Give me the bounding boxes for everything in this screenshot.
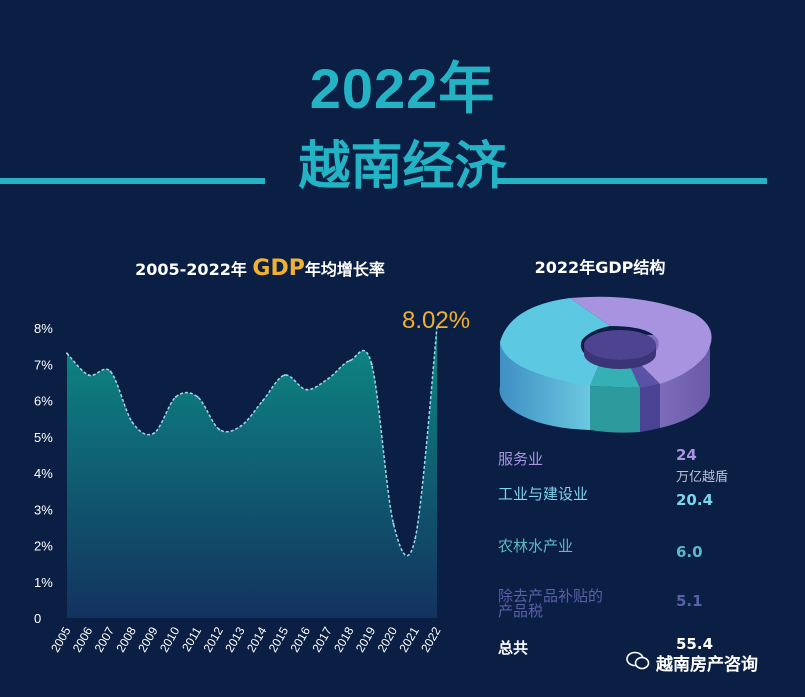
legend-value-agriculture: 6.0: [676, 543, 703, 561]
data-point-2010: [174, 395, 177, 398]
x-tick-label: 2005: [48, 624, 74, 654]
data-point-2015: [283, 374, 286, 377]
pie-slice-tax-side: [640, 384, 660, 432]
data-point-2018: [348, 359, 351, 362]
peak-annotation: 8.02%: [402, 307, 471, 334]
data-point-2012: [218, 428, 221, 431]
y-tick-label: 6%: [34, 394, 53, 409]
watermark-text: 越南房产咨询: [656, 655, 758, 675]
data-point-2005: [66, 352, 68, 355]
data-point-2011: [196, 395, 199, 398]
y-tick-label: 7%: [34, 357, 53, 372]
data-point-2008: [131, 421, 134, 424]
y-tick-label: 8%: [34, 321, 53, 336]
gdp-growth-area-chart: 01%2%3%4%5%6%7%8%20052006200720082009201…: [34, 321, 444, 655]
data-point-2014: [261, 399, 264, 402]
x-tick-label: 2015: [266, 624, 292, 654]
pie-hole-inner: [584, 345, 656, 369]
gdp-structure-pie-chart: [499, 296, 712, 433]
data-point-2007: [109, 370, 112, 373]
data-point-2022: [436, 326, 438, 329]
pie-slice-industry-top: [500, 298, 610, 386]
area-chart-title-prefix: 2005-2022年: [135, 260, 253, 279]
legend-label-agriculture: 农林水产业: [498, 537, 574, 555]
x-tick-label: 2021: [396, 624, 422, 654]
x-tick-label: 2022: [418, 624, 444, 654]
legend-total-label: 总共: [498, 639, 529, 657]
gdp-growth-area: [67, 327, 437, 618]
y-tick-label: 0: [34, 611, 41, 626]
x-tick-label: 2020: [375, 624, 401, 654]
x-tick-label: 2017: [309, 624, 335, 654]
legend-unit: 万亿越盾: [676, 470, 729, 485]
pie-slice-services-top: [570, 296, 712, 384]
data-point-2019: [370, 363, 373, 366]
pie-chart-title: 2022年GDP结构: [534, 258, 666, 277]
x-tick-label: 2008: [113, 624, 139, 654]
data-point-2009: [153, 432, 156, 435]
x-tick-label: 2016: [288, 624, 314, 654]
y-tick-label: 3%: [34, 502, 53, 517]
x-tick-label: 2009: [135, 624, 161, 654]
area-chart-title: 2005-2022年 GDP年均增长率: [120, 256, 400, 281]
page-title-year: 2022年: [309, 57, 496, 120]
y-tick-label: 1%: [34, 575, 53, 590]
data-point-2006: [87, 374, 90, 377]
legend-total-value: 55.4: [676, 635, 714, 653]
x-tick-label: 2014: [244, 624, 270, 654]
pie-slice-tax-top: [630, 364, 660, 388]
data-point-2013: [240, 424, 243, 427]
legend-label-services: 服务业: [498, 450, 544, 468]
area-chart-title-highlight: GDP: [252, 256, 305, 281]
title-rule-right: [492, 178, 767, 184]
legend-value-product-tax: 5.1: [676, 592, 703, 610]
data-point-2021: [414, 537, 417, 540]
x-tick-label: 2012: [200, 624, 226, 654]
wechat-icon: [626, 651, 650, 670]
x-tick-label: 2011: [179, 624, 204, 654]
x-tick-label: 2013: [222, 624, 248, 654]
y-tick-label: 2%: [34, 539, 53, 554]
x-tick-label: 2019: [353, 624, 379, 654]
legend-label-industry: 工业与建设业: [498, 485, 589, 503]
legend-label-product-tax: 除去产品补贴的产品税: [498, 587, 604, 620]
x-tick-label: 2018: [331, 624, 357, 654]
y-tick-label: 4%: [34, 466, 53, 481]
x-tick-label: 2007: [92, 624, 118, 654]
y-tick-label: 5%: [34, 430, 53, 445]
area-chart-title-suffix: 年均增长率: [304, 260, 385, 279]
page-title: 越南经济: [298, 137, 507, 197]
data-point-2017: [327, 377, 330, 380]
x-tick-label: 2006: [70, 624, 96, 654]
title-rule-left: [0, 178, 265, 184]
legend-value-services: 24: [676, 446, 697, 464]
data-point-2016: [305, 388, 308, 391]
legend-value-industry: 20.4: [676, 491, 714, 509]
data-point-2020: [392, 522, 395, 525]
pie-hole: [584, 330, 656, 360]
pie-slice-agri-side: [590, 386, 640, 433]
x-tick-label: 2010: [157, 624, 183, 654]
